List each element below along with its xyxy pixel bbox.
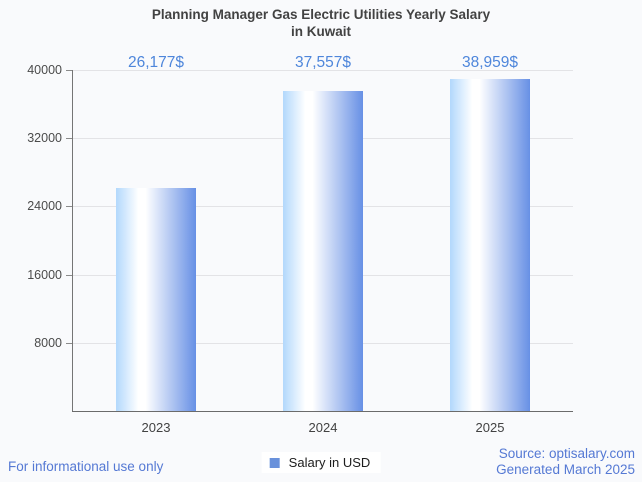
legend-label: Salary in USD bbox=[288, 455, 371, 470]
y-axis-label: 40000 bbox=[27, 63, 62, 77]
x-axis-label-2025: 2025 bbox=[475, 420, 505, 435]
chart-title-line1: Planning Manager Gas Electric Utilities … bbox=[151, 7, 491, 22]
y-axis-line bbox=[72, 70, 73, 411]
source-link[interactable]: Source: optisalary.com bbox=[498, 446, 635, 461]
y-tick-mark bbox=[66, 343, 72, 344]
y-axis-label: 24000 bbox=[27, 199, 62, 213]
y-tick-mark bbox=[66, 275, 72, 276]
x-axis-label-2024: 2024 bbox=[308, 420, 338, 435]
y-tick-mark bbox=[66, 206, 72, 207]
x-axis-line bbox=[72, 411, 573, 412]
y-tick-mark bbox=[66, 138, 72, 139]
value-label-2024: 37,557$ bbox=[294, 54, 352, 71]
y-axis-label: 32000 bbox=[27, 131, 62, 145]
y-axis-label: 16000 bbox=[27, 268, 62, 282]
legend: Salary in USD bbox=[261, 452, 381, 473]
chart-title: Planning Manager Gas Electric Utilities … bbox=[0, 6, 642, 40]
y-axis-label: 8000 bbox=[34, 336, 62, 350]
value-label-2023: 26,177$ bbox=[127, 54, 185, 71]
bar-2024[interactable] bbox=[283, 91, 363, 411]
y-tick-mark bbox=[66, 70, 72, 71]
source-block: Source: optisalary.com Generated March 2… bbox=[496, 446, 635, 478]
legend-marker-icon bbox=[269, 457, 280, 468]
bar-2025[interactable] bbox=[450, 79, 530, 411]
bar-2023[interactable] bbox=[116, 188, 196, 411]
chart-title-line2: in Kuwait bbox=[291, 24, 351, 39]
generated-text: Generated March 2025 bbox=[496, 462, 635, 477]
x-axis-label-2023: 2023 bbox=[141, 420, 171, 435]
value-label-2025: 38,959$ bbox=[461, 54, 519, 71]
gridline-40000 bbox=[73, 70, 573, 71]
disclaimer-text: For informational use only bbox=[8, 459, 164, 474]
